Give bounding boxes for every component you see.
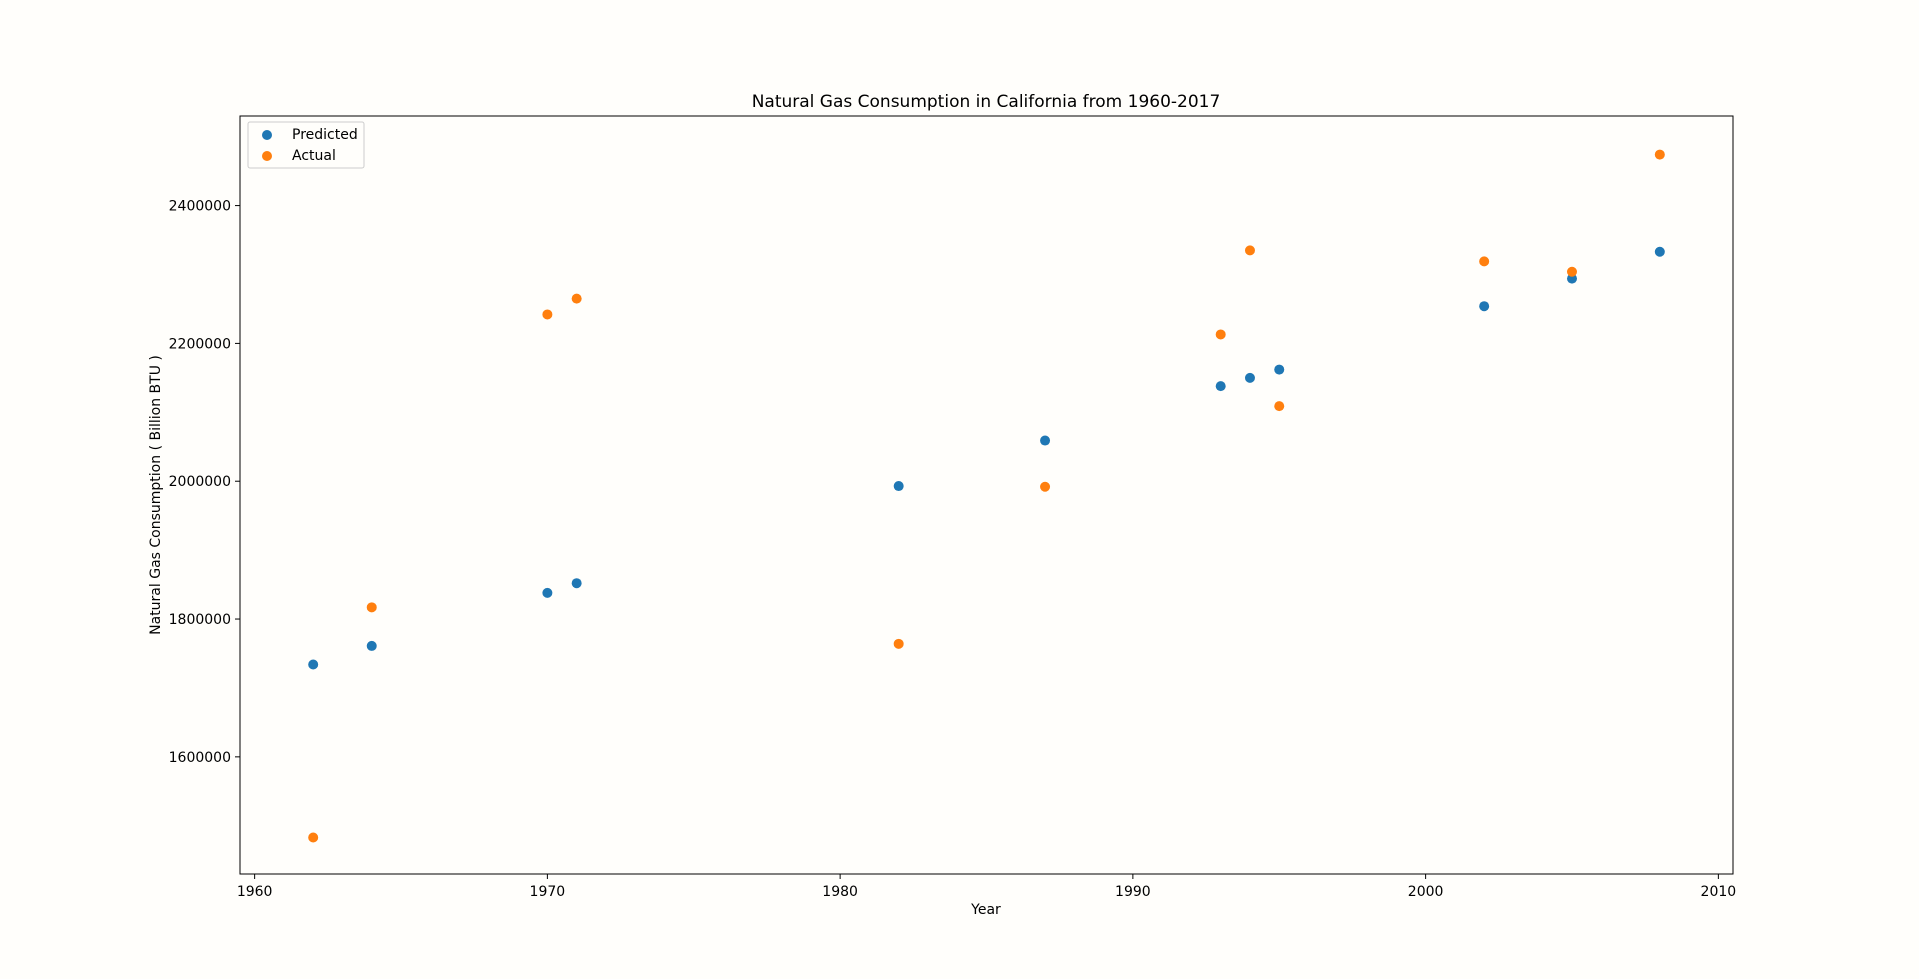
x-axis: 1960 1970 1980 1990 2000 2010 — [237, 874, 1736, 900]
x-tick-label: 1960 — [237, 884, 273, 900]
point-predicted — [1244, 372, 1255, 383]
chart-title: Natural Gas Consumption in California fr… — [752, 92, 1221, 112]
point-predicted — [542, 587, 553, 598]
x-axis-label: Year — [970, 902, 1001, 918]
point-predicted — [366, 640, 377, 651]
point-predicted — [1479, 301, 1490, 312]
x-tick-label: 1970 — [530, 884, 566, 900]
legend-label-predicted: Predicted — [292, 127, 358, 143]
y-tick-label: 2400000 — [169, 199, 231, 215]
y-tick-label: 2200000 — [169, 336, 231, 352]
point-actual — [366, 602, 377, 613]
point-actual — [1040, 481, 1051, 492]
point-actual — [1479, 256, 1490, 267]
y-tick-label: 2000000 — [169, 474, 231, 490]
legend-label-actual: Actual — [292, 148, 336, 164]
point-actual — [893, 638, 904, 649]
point-predicted — [893, 481, 904, 492]
x-tick-label: 1990 — [1115, 884, 1151, 900]
x-tick-label: 2000 — [1408, 884, 1444, 900]
legend-box — [247, 121, 365, 169]
series-actual — [308, 149, 1665, 843]
point-predicted — [1040, 435, 1051, 446]
point-predicted — [1654, 246, 1665, 257]
point-actual — [542, 309, 553, 320]
y-axis: 1600000 1800000 2000000 2200000 2400000 — [169, 199, 240, 766]
point-actual — [1274, 401, 1285, 412]
plot-area — [239, 115, 1734, 875]
point-actual — [1654, 149, 1665, 160]
legend: Predicted Actual — [247, 121, 365, 169]
point-predicted — [1566, 273, 1577, 284]
point-predicted — [1274, 364, 1285, 375]
point-actual — [1566, 266, 1577, 277]
y-tick-label: 1800000 — [169, 612, 231, 628]
x-tick-label: 1980 — [822, 884, 858, 900]
y-tick-label: 1600000 — [169, 750, 231, 766]
legend-marker-actual — [262, 151, 272, 161]
data-points — [308, 149, 1665, 843]
point-predicted — [1215, 381, 1226, 392]
series-predicted — [308, 246, 1665, 670]
point-actual — [571, 293, 582, 304]
y-axis-label: Natural Gas Consumption ( Billion BTU ) — [148, 355, 164, 635]
point-predicted — [571, 578, 582, 589]
point-actual — [1215, 329, 1226, 340]
point-actual — [1244, 245, 1255, 256]
point-predicted — [308, 659, 319, 670]
x-tick-label: 2010 — [1701, 884, 1737, 900]
point-actual — [308, 832, 319, 843]
legend-marker-predicted — [262, 130, 272, 140]
